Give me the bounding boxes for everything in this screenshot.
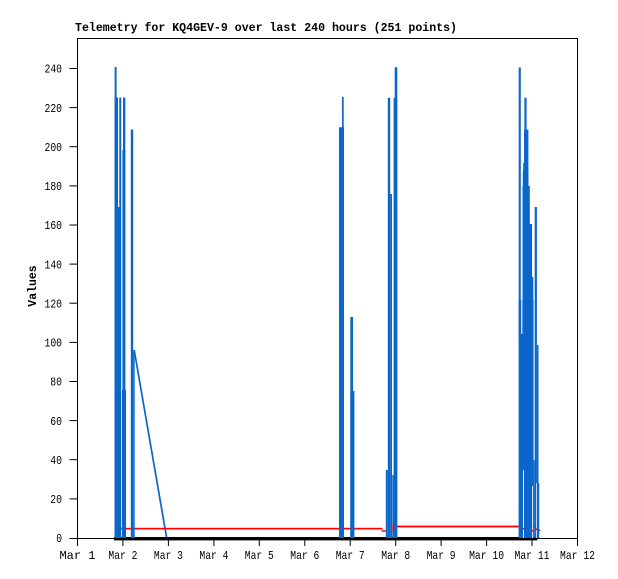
svg-text:60: 60 — [50, 415, 62, 429]
svg-text:Mar 4: Mar 4 — [199, 549, 228, 563]
svg-text:Mar 11: Mar 11 — [515, 549, 550, 563]
svg-text:Mar 2: Mar 2 — [108, 549, 137, 563]
svg-text:Mar 7: Mar 7 — [336, 549, 365, 563]
svg-text:Mar 1: Mar 1 — [59, 549, 95, 563]
svg-text:Mar 12: Mar 12 — [560, 549, 595, 563]
svg-text:0: 0 — [56, 532, 62, 546]
svg-text:20: 20 — [50, 493, 62, 507]
svg-text:140: 140 — [45, 258, 63, 272]
svg-text:160: 160 — [45, 219, 63, 233]
svg-text:80: 80 — [50, 376, 62, 390]
svg-text:40: 40 — [50, 454, 62, 468]
svg-text:Telemetry for KQ4GEV-9 over la: Telemetry for KQ4GEV-9 over last 240 hou… — [75, 22, 457, 35]
svg-text:Mar 9: Mar 9 — [427, 549, 456, 563]
svg-text:Mar 5: Mar 5 — [245, 549, 274, 563]
svg-text:100: 100 — [45, 337, 63, 351]
svg-text:Mar 6: Mar 6 — [290, 549, 319, 563]
svg-text:120: 120 — [45, 297, 63, 311]
svg-text:Mar 8: Mar 8 — [381, 549, 410, 563]
svg-text:240: 240 — [45, 63, 63, 77]
svg-text:Values: Values — [27, 265, 40, 307]
svg-text:Mar 10: Mar 10 — [469, 549, 504, 563]
svg-text:Mar 3: Mar 3 — [154, 549, 183, 563]
svg-text:180: 180 — [45, 180, 63, 194]
svg-text:220: 220 — [45, 102, 63, 116]
svg-text:200: 200 — [45, 141, 63, 155]
